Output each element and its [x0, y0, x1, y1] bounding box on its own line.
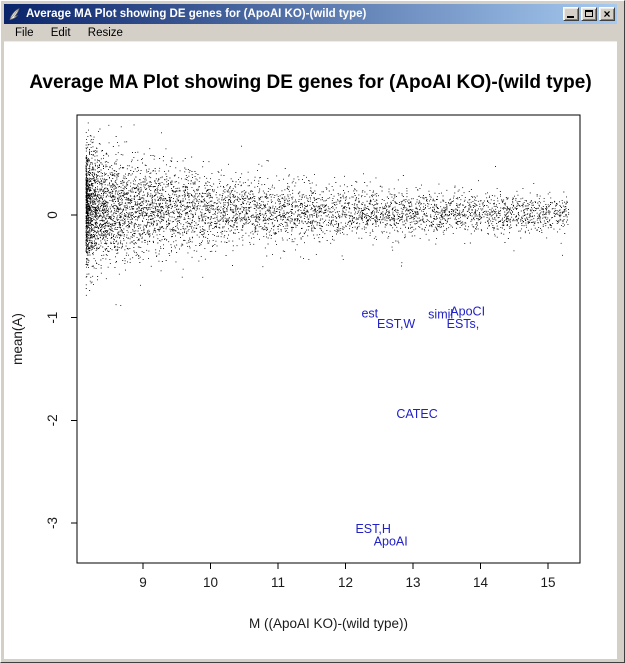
- x-tick-label: 11: [271, 575, 285, 590]
- de-gene-label: ApoAI: [374, 534, 408, 548]
- x-tick-label: 9: [139, 575, 147, 590]
- y-tick-label: -3: [45, 517, 60, 529]
- de-gene-label: ESTs,: [447, 317, 480, 331]
- close-icon: ×: [603, 7, 611, 21]
- de-gene-label: est: [361, 307, 378, 321]
- menu-item-file[interactable]: File: [15, 27, 34, 39]
- de-gene-label: EST,W: [377, 317, 415, 331]
- minimize-button[interactable]: [563, 7, 579, 21]
- de-gene-label: CATEC: [396, 407, 437, 421]
- de-gene-label: ApoCI: [450, 305, 485, 319]
- maximize-icon: [585, 10, 593, 17]
- title-bar[interactable]: Average MA Plot showing DE genes for (Ap…: [4, 4, 617, 24]
- x-tick-label: 14: [473, 575, 489, 590]
- de-gene-label: simil: [428, 308, 453, 322]
- feather-icon: [9, 7, 20, 20]
- maximize-button[interactable]: [581, 7, 597, 21]
- x-tick-label: 12: [338, 575, 353, 590]
- de-gene-label: EST,H: [355, 522, 390, 536]
- y-tick-label: -1: [45, 312, 60, 324]
- menu-item-edit[interactable]: Edit: [50, 27, 71, 39]
- x-tick-label: 15: [540, 575, 555, 590]
- y-tick-label: 0: [45, 211, 60, 219]
- x-tick-label: 13: [405, 575, 420, 590]
- menu-item-resize[interactable]: Resize: [87, 27, 123, 39]
- scatter-points: [85, 122, 570, 306]
- y-axis-title: mean(A): [10, 313, 25, 365]
- y-tick-label: -2: [45, 414, 60, 426]
- close-button[interactable]: ×: [599, 7, 615, 21]
- window-title: Average MA Plot showing DE genes for (Ap…: [26, 8, 367, 20]
- x-tick-label: 10: [203, 575, 218, 590]
- plot-box: [76, 114, 581, 564]
- x-axis-title: M ((ApoAI KO)-(wild type)): [249, 616, 408, 631]
- plot-title: Average MA Plot showing DE genes for (Ap…: [29, 72, 592, 93]
- minimize-icon: [567, 16, 574, 18]
- menu-bar: File Edit Resize: [4, 24, 617, 42]
- plot-client-area: [4, 42, 617, 659]
